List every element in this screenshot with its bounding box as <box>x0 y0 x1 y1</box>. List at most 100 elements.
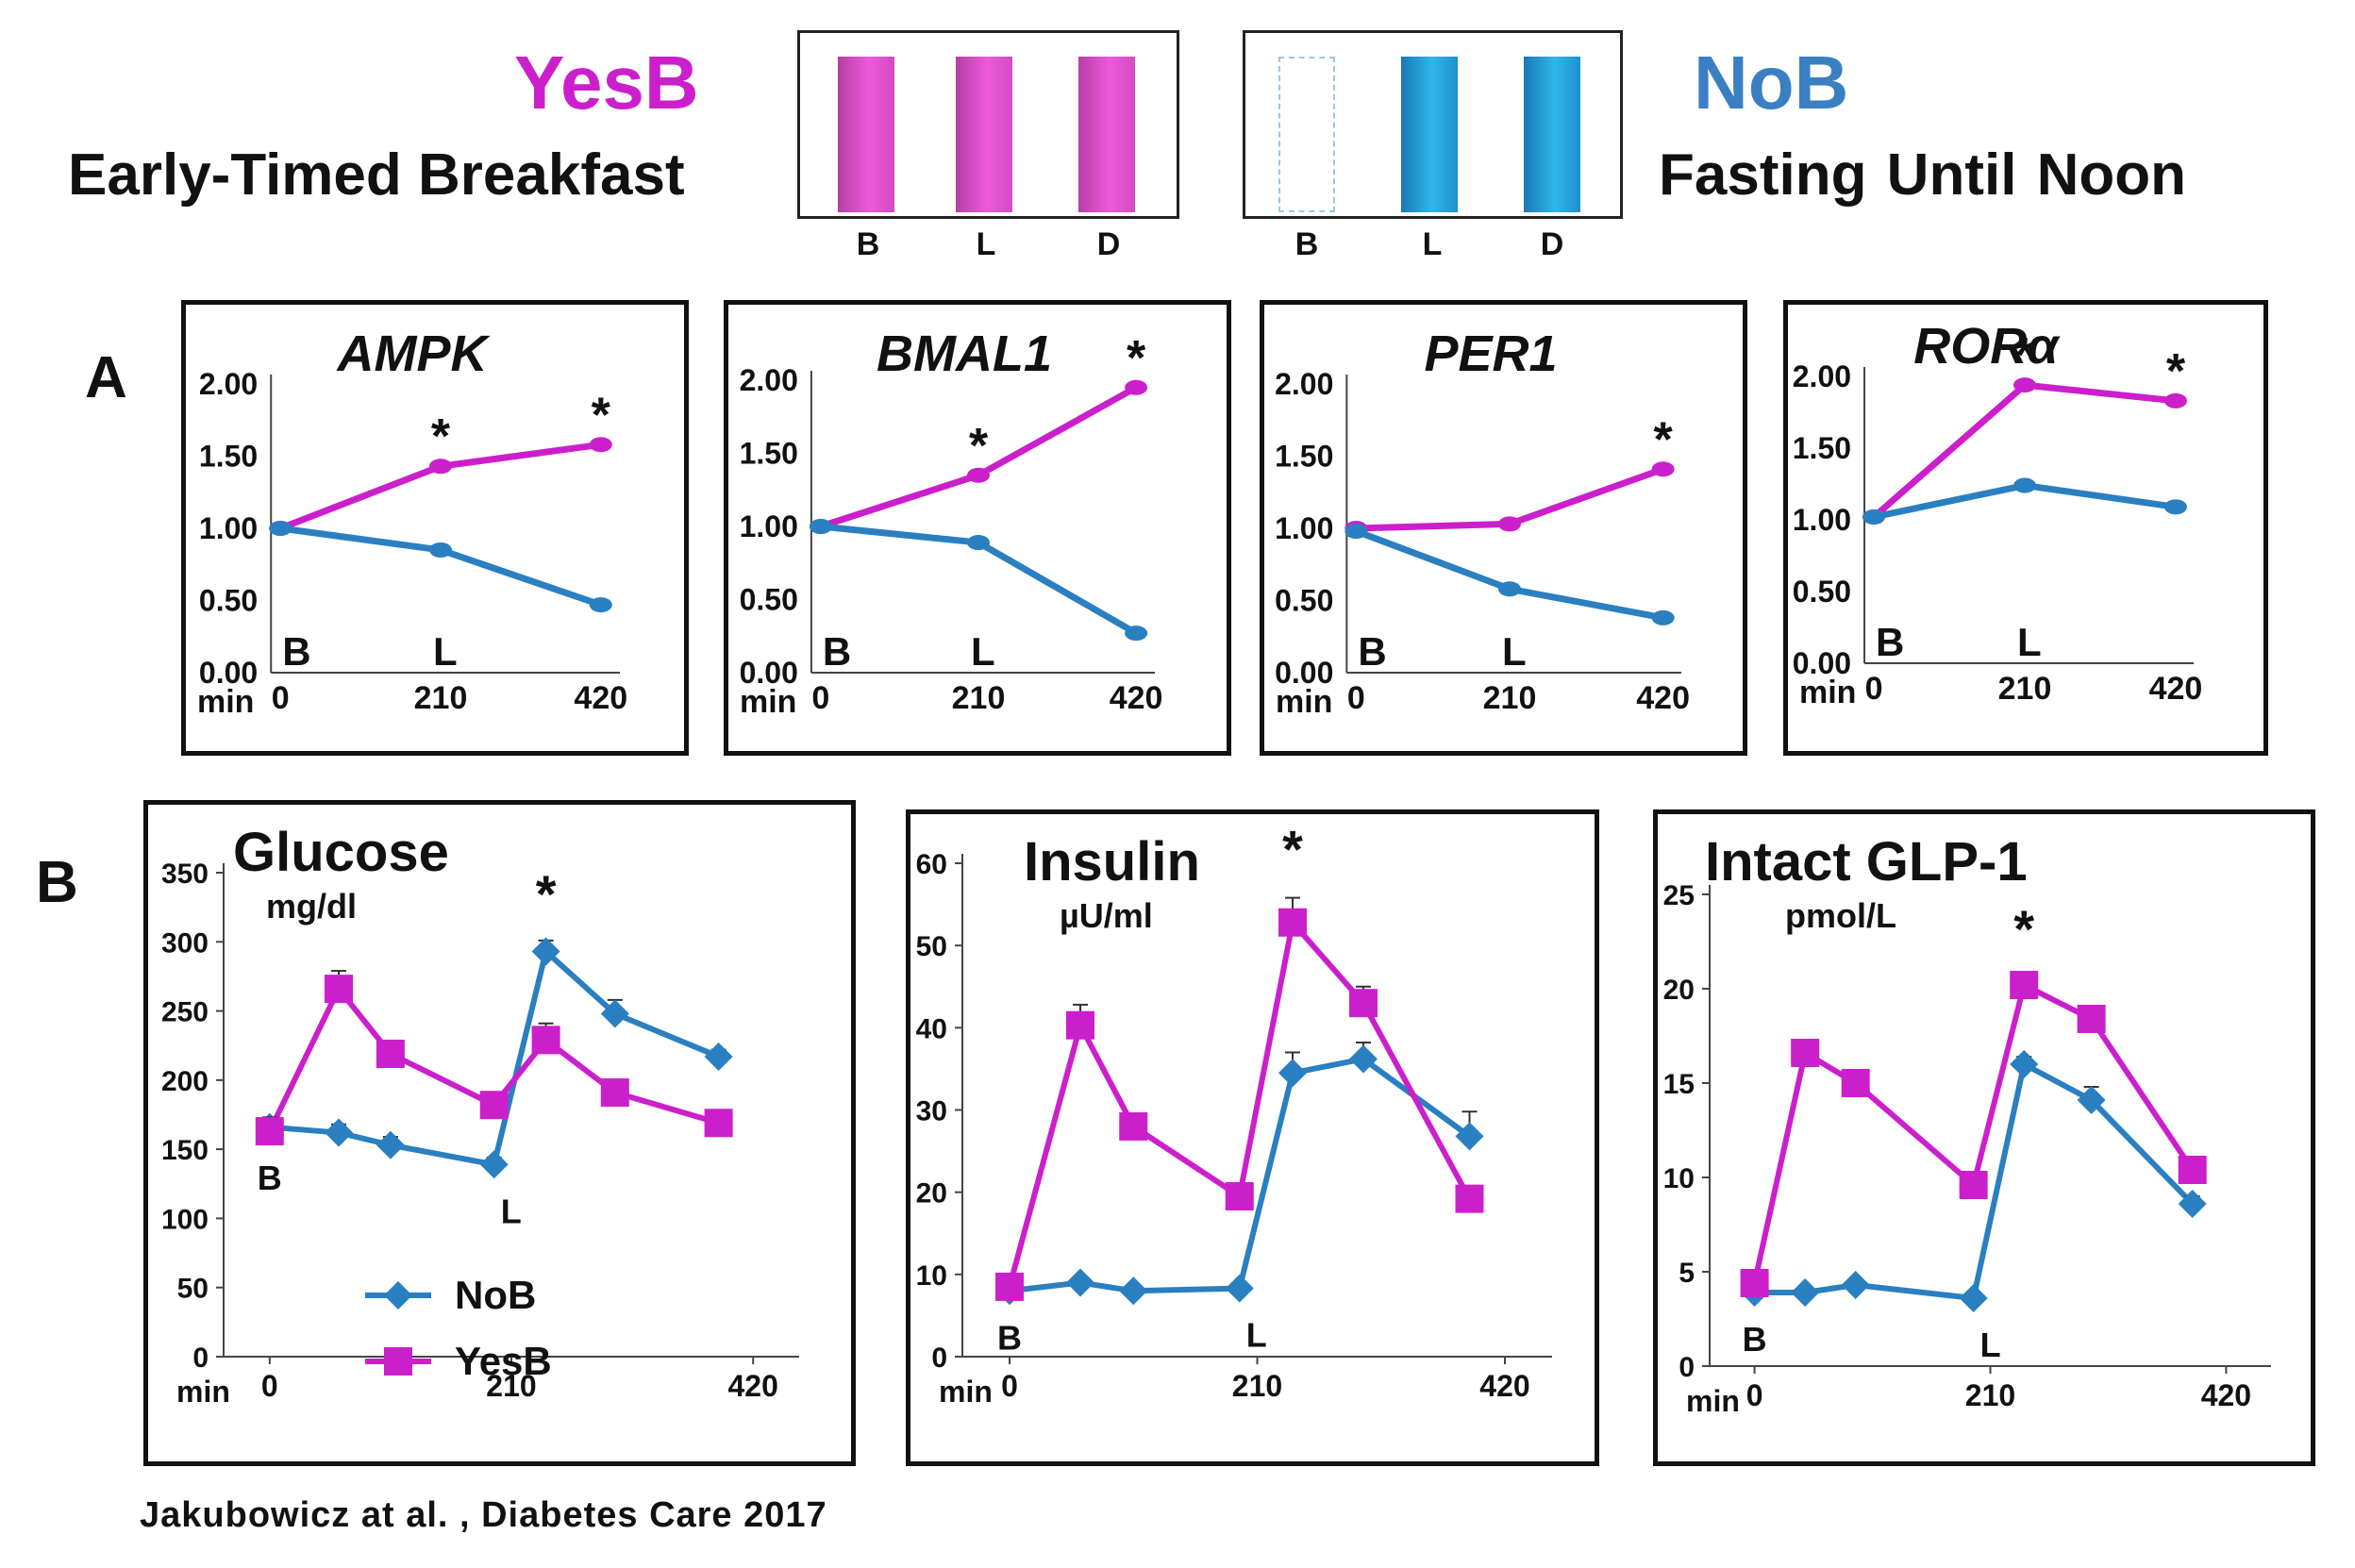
glucose-yesb-point <box>376 1040 405 1069</box>
glucose-nob-point <box>600 999 629 1028</box>
glp1-yesb-point <box>1791 1039 1820 1067</box>
chart-panel-bmal1: BMAL1 0.00 0.50 1.00 1.50 2.00 0 210 420 min B L * * <box>724 300 1231 756</box>
rora-yesb-point <box>2013 377 2036 393</box>
yesb-meal-label-d: D <box>1096 226 1121 262</box>
section-a-label: A <box>85 345 127 410</box>
citation: Jakubowicz at al. , Diabetes Care 2017 <box>140 1495 827 1535</box>
glp1-ytick-label: 5 <box>1679 1258 1695 1289</box>
rora-ytick-label: 0.00 <box>1793 646 1851 680</box>
glp1-yesb-point <box>2010 971 2039 999</box>
glucose-xtick-label: 0 <box>261 1369 278 1403</box>
per1-ytick-label: 0.00 <box>1275 656 1333 690</box>
glucose-legend-yesb-label: YesB <box>455 1339 552 1383</box>
rora-marker-b: B <box>1876 620 1904 664</box>
insulin-ytick-label: 10 <box>916 1260 947 1292</box>
yesb-dinner-bar <box>1078 57 1135 212</box>
glucose-ytick-label: 0 <box>192 1343 209 1374</box>
bmal1-significance-star: * <box>969 419 989 474</box>
nob-meal-label-l: L <box>1422 226 1443 262</box>
glp1-yesb-point <box>2077 1005 2106 1033</box>
ampk-marker-l: L <box>433 629 458 674</box>
nob-meal-label-d: D <box>1540 226 1564 262</box>
glucose-marker-b: B <box>258 1159 282 1197</box>
glucose-yesb-point <box>479 1091 509 1120</box>
per1-nob-line <box>1355 527 1664 622</box>
ampk-ytick-label: 0.00 <box>199 656 258 690</box>
glp1-significance-star: * <box>2013 899 2034 959</box>
ampk-significance-star: * <box>592 388 611 442</box>
bmal1-yesb-point <box>1125 379 1148 395</box>
glucose-ytick-label: 350 <box>161 859 209 890</box>
glucose-nob-point <box>531 937 560 966</box>
insulin-nob-point <box>1225 1274 1254 1303</box>
glp1-yesb-point <box>1959 1171 1988 1199</box>
ampk-yesb-point <box>589 437 612 453</box>
insulin-nob-point <box>1278 1059 1307 1088</box>
glp1-nob-point <box>1791 1278 1820 1307</box>
glucose-ytick-label: 300 <box>161 927 209 959</box>
per1-ytick-label: 0.50 <box>1275 584 1333 618</box>
rora-ytick-label: 1.50 <box>1793 431 1851 465</box>
insulin-ytick-label: 60 <box>916 849 947 880</box>
ampk-nob-line <box>279 525 602 609</box>
rora-nob-point <box>1862 509 1886 525</box>
insulin-yesb-point <box>995 1272 1024 1301</box>
per1-title: PER1 <box>1424 325 1557 382</box>
nob-title: NoB <box>1694 41 1849 125</box>
glucose-nob-point <box>479 1150 509 1179</box>
per1-nob-point <box>1345 524 1368 540</box>
bmal1-significance-star: * <box>1127 331 1146 386</box>
insulin-yesb-point <box>1119 1111 1148 1141</box>
nob-lunch-bar <box>1401 57 1458 212</box>
per1-marker-b: B <box>1358 629 1386 674</box>
rora-marker-l: L <box>2017 620 2042 664</box>
glucose-title: Glucose <box>233 822 449 883</box>
rora-title: RORα <box>1913 318 2061 375</box>
insulin-ytick-label: 30 <box>916 1096 947 1127</box>
bmal1-marker-l: L <box>971 629 995 674</box>
glucose-ytick-label: 150 <box>161 1135 209 1166</box>
glp1-nob-point <box>2010 1050 2039 1078</box>
glucose-legend-nob-marker <box>384 1281 412 1309</box>
glucose-ytick-label: 250 <box>161 997 209 1028</box>
ampk-yesb-point <box>429 459 452 475</box>
bmal1-xtick-label: 0 <box>811 680 829 716</box>
glp1-nob-point <box>2178 1190 2207 1218</box>
glucose-legend-nob-label: NoB <box>455 1273 536 1317</box>
per1-ytick-label: 1.50 <box>1275 440 1333 474</box>
glp1-unit-label: pmol/L <box>1785 896 1896 935</box>
ampk-xtick-label: 420 <box>574 680 627 716</box>
glucose-nob-point <box>376 1130 405 1159</box>
chart-panel-rora: RORα 0.00 0.50 1.00 1.50 2.00 0 210 420 min B L * * <box>1783 300 2268 756</box>
insulin-nob-point <box>1119 1276 1148 1306</box>
glp1-nob-point <box>2077 1086 2106 1114</box>
bmal1-ytick-label: 1.50 <box>740 437 798 471</box>
insulin-yesb-point <box>1066 1010 1094 1040</box>
insulin-yesb-point <box>1225 1182 1254 1211</box>
per1-xtick-label: 420 <box>1636 680 1690 716</box>
insulin-unit-label: µU/ml <box>1060 896 1153 935</box>
yesb-title: YesB <box>514 41 699 125</box>
ampk-ytick-label: 0.50 <box>199 584 258 618</box>
glucose-ytick-label: 50 <box>177 1274 209 1305</box>
insulin-marker-b: B <box>997 1318 1022 1357</box>
ampk-ytick-label: 1.00 <box>199 511 258 545</box>
rora-xtick-label: 420 <box>2149 671 2203 707</box>
rora-significance-star: * <box>2015 328 2035 383</box>
per1-xtick-label: 0 <box>1347 680 1365 716</box>
glucose-yesb-point <box>325 975 353 1004</box>
yesb-meal-diagram <box>797 30 1179 219</box>
chart-bmal1: BMAL1 0.00 0.50 1.00 1.50 2.00 0 210 420 min B L * * <box>740 325 1163 720</box>
rora-significance-star: * <box>2166 344 2186 399</box>
insulin-xtick-label: 210 <box>1232 1369 1282 1403</box>
glp1-xtick-label: 210 <box>1965 1378 2015 1412</box>
bmal1-ytick-label: 0.50 <box>740 583 798 617</box>
glucose-xtick-label: 420 <box>728 1369 778 1403</box>
glp1-xtick-label: 420 <box>2201 1378 2251 1412</box>
bmal1-nob-point <box>809 519 832 534</box>
insulin-ytick-label: 40 <box>916 1013 947 1044</box>
nob-dinner-bar <box>1524 57 1580 212</box>
glucose-ytick-label: 200 <box>161 1066 209 1097</box>
insulin-yesb-point <box>1349 989 1378 1018</box>
